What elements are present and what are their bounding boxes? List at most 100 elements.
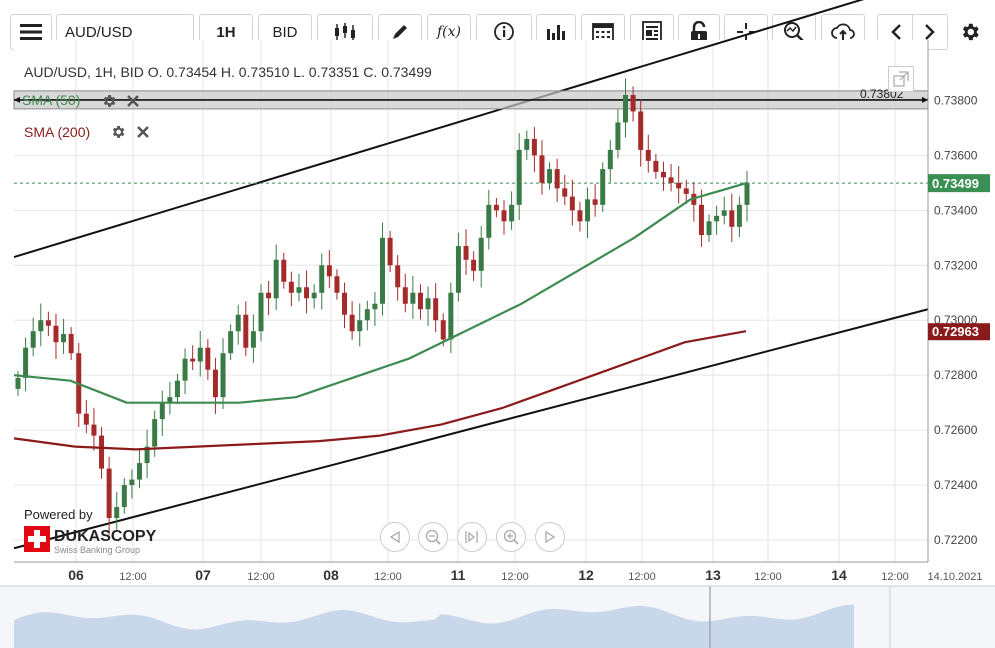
zoom-out-button[interactable] xyxy=(418,522,448,552)
candle-body xyxy=(334,276,340,293)
timeframe-label: 1H xyxy=(216,23,236,41)
y-tick-label: 0.73200 xyxy=(934,258,978,272)
dukascopy-logo: DUKASCOPY Swiss Banking Group xyxy=(24,526,157,555)
x-tick-label: 11 xyxy=(451,567,466,583)
candle-body xyxy=(630,94,636,112)
sma200-legend[interactable]: SMA (200) xyxy=(24,124,90,140)
x-tick-label: 14.10.2021 xyxy=(927,571,982,583)
brand-name: DUKASCOPY xyxy=(54,528,157,545)
powered-by-label: Powered by xyxy=(24,507,93,522)
candle-body xyxy=(531,138,537,156)
candle-body xyxy=(357,320,363,332)
ohlc-legend: AUD/USD, 1H, BID O. 0.73454 H. 0.73510 L… xyxy=(24,64,432,80)
sma200-close-button[interactable] xyxy=(134,123,152,141)
candle-body xyxy=(547,169,553,183)
candle-body xyxy=(600,169,606,205)
candle-body xyxy=(569,196,575,211)
candle-body xyxy=(577,210,583,222)
triangle-right-icon xyxy=(545,531,556,543)
candle-body xyxy=(410,292,416,304)
candle-body xyxy=(615,122,621,150)
zoom-in-button[interactable] xyxy=(496,522,526,552)
candlesticks xyxy=(15,78,750,535)
candle-body xyxy=(592,199,598,205)
candle-body xyxy=(99,435,105,469)
horizontal-line: 0.73802 xyxy=(13,87,929,184)
x-tick-label: 12:00 xyxy=(881,571,909,583)
candle-body xyxy=(258,292,264,332)
close-icon xyxy=(137,126,149,138)
sma200-label: SMA (200) xyxy=(24,124,91,140)
candle-body xyxy=(524,138,530,150)
gear-icon xyxy=(962,23,979,41)
candle-body xyxy=(364,309,370,321)
candle-body xyxy=(30,331,36,348)
x-tick-label: 06 xyxy=(68,567,84,583)
hline-arrow-left xyxy=(14,96,20,103)
unlock-icon xyxy=(691,21,707,42)
candle-body xyxy=(38,320,44,332)
x-tick-label: 12:00 xyxy=(247,571,275,583)
fit-chart-button[interactable] xyxy=(457,522,487,552)
x-tick-label: 12:00 xyxy=(628,571,656,583)
candle-body xyxy=(729,210,735,227)
candle-body xyxy=(243,314,249,348)
x-tick-label: 08 xyxy=(323,567,339,583)
sma50-line xyxy=(13,181,748,404)
triangle-left-icon xyxy=(389,531,400,543)
candle-body xyxy=(129,479,135,486)
candle-body xyxy=(706,221,712,236)
sma200-settings-button[interactable] xyxy=(109,123,127,141)
settings-button[interactable] xyxy=(955,18,985,46)
candle-body xyxy=(326,265,332,277)
candle-body xyxy=(380,237,385,304)
chevron-left-icon xyxy=(890,24,901,40)
navigator-pane xyxy=(0,585,995,648)
candle-body xyxy=(174,380,180,398)
sma200-value-label: 0.72963 xyxy=(932,324,979,339)
sma50-close-button[interactable] xyxy=(124,92,142,110)
navigator-area xyxy=(14,604,854,648)
nav-forward-button[interactable] xyxy=(535,522,565,552)
x-tick-label: 12 xyxy=(578,567,594,583)
price-side-label: BID xyxy=(272,23,298,41)
candle-body xyxy=(121,485,127,508)
nav-back-button[interactable] xyxy=(380,522,410,552)
candle-body xyxy=(114,507,120,519)
candle-body xyxy=(250,331,256,348)
sma50-settings-button[interactable] xyxy=(100,92,118,110)
candle-body xyxy=(433,298,439,321)
brand-tagline: Swiss Banking Group xyxy=(54,545,140,555)
candle-body xyxy=(516,149,522,205)
x-tick-label: 12:00 xyxy=(119,571,147,583)
candle-body xyxy=(698,204,704,236)
gear-icon xyxy=(112,126,125,138)
candle-body xyxy=(402,287,408,304)
candle-body xyxy=(23,347,29,378)
sma50-legend[interactable]: SMA (50) xyxy=(22,92,80,108)
candle-body xyxy=(296,287,302,293)
y-tick-label: 0.72400 xyxy=(934,478,978,492)
candle-body xyxy=(478,237,484,271)
candle-body xyxy=(660,171,666,178)
candle-body xyxy=(235,314,241,332)
candle-body xyxy=(304,287,310,299)
candle-body xyxy=(53,325,59,343)
symbol-label: AUD/USD xyxy=(65,23,133,41)
candle-body xyxy=(395,265,401,288)
candle-body xyxy=(539,155,545,183)
candle-body xyxy=(197,347,203,362)
function-icon: f(x) xyxy=(436,24,461,40)
x-tick-label: 12:00 xyxy=(501,571,529,583)
candle-body xyxy=(266,292,272,299)
popout-icon xyxy=(893,71,909,87)
candle-body xyxy=(486,204,492,238)
gear-icon xyxy=(103,95,116,107)
candle-body xyxy=(493,204,499,211)
candle-body xyxy=(228,331,234,354)
candle-body xyxy=(585,199,591,222)
candle-body xyxy=(152,419,158,447)
candle-body xyxy=(653,160,659,172)
popout-button[interactable] xyxy=(888,66,914,92)
